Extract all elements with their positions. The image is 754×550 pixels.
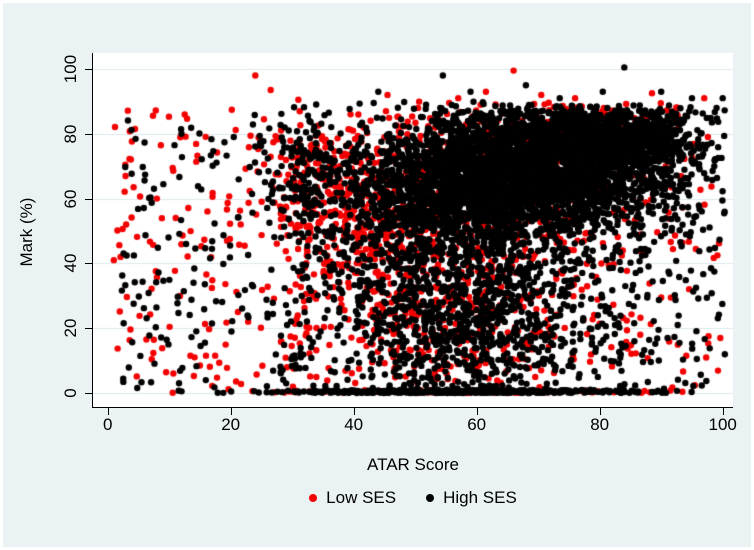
x-tick-label: 0 <box>102 415 113 434</box>
plot-area <box>93 53 733 407</box>
x-tick-label: 100 <box>708 415 737 434</box>
x-tick-label: 60 <box>467 415 487 434</box>
x-tick-label: 80 <box>590 415 610 434</box>
legend-item-high-ses: High SES <box>426 488 517 508</box>
x-tick-mark <box>476 408 478 415</box>
y-tick-label: 100 <box>61 54 80 84</box>
y-tick-label: 80 <box>61 124 80 144</box>
x-tick-label: 20 <box>221 415 241 434</box>
legend-label-low-ses: Low SES <box>326 488 397 507</box>
y-tick-label: 40 <box>61 253 80 273</box>
x-axis-line <box>92 407 733 408</box>
y-axis-title: Mark (%) <box>17 197 36 267</box>
x-tick-mark <box>599 408 601 415</box>
y-tick-label: 20 <box>61 318 80 338</box>
y-tick-mark <box>85 263 92 265</box>
x-tick-mark <box>722 408 724 415</box>
x-tick-mark <box>107 408 109 415</box>
scatter-canvas <box>93 53 733 407</box>
low-ses-marker-icon <box>309 494 318 502</box>
high-ses-marker-icon <box>426 494 435 502</box>
y-tick-mark <box>85 133 92 135</box>
y-tick-mark <box>85 198 92 200</box>
legend-label-high-ses: High SES <box>443 488 517 507</box>
y-axis-line <box>92 53 93 408</box>
legend-item-low-ses: Low SES <box>309 488 396 508</box>
y-tick-label: 0 <box>61 388 80 398</box>
legend: Low SES High SES <box>93 488 733 508</box>
x-tick-mark <box>353 408 355 415</box>
x-tick-mark <box>230 408 232 415</box>
x-axis-title: ATAR Score <box>367 455 459 474</box>
y-tick-mark <box>85 69 92 70</box>
x-tick-label: 40 <box>344 415 364 434</box>
y-tick-mark <box>85 393 92 394</box>
y-tick-label: 60 <box>61 189 80 209</box>
y-tick-mark <box>85 328 92 330</box>
